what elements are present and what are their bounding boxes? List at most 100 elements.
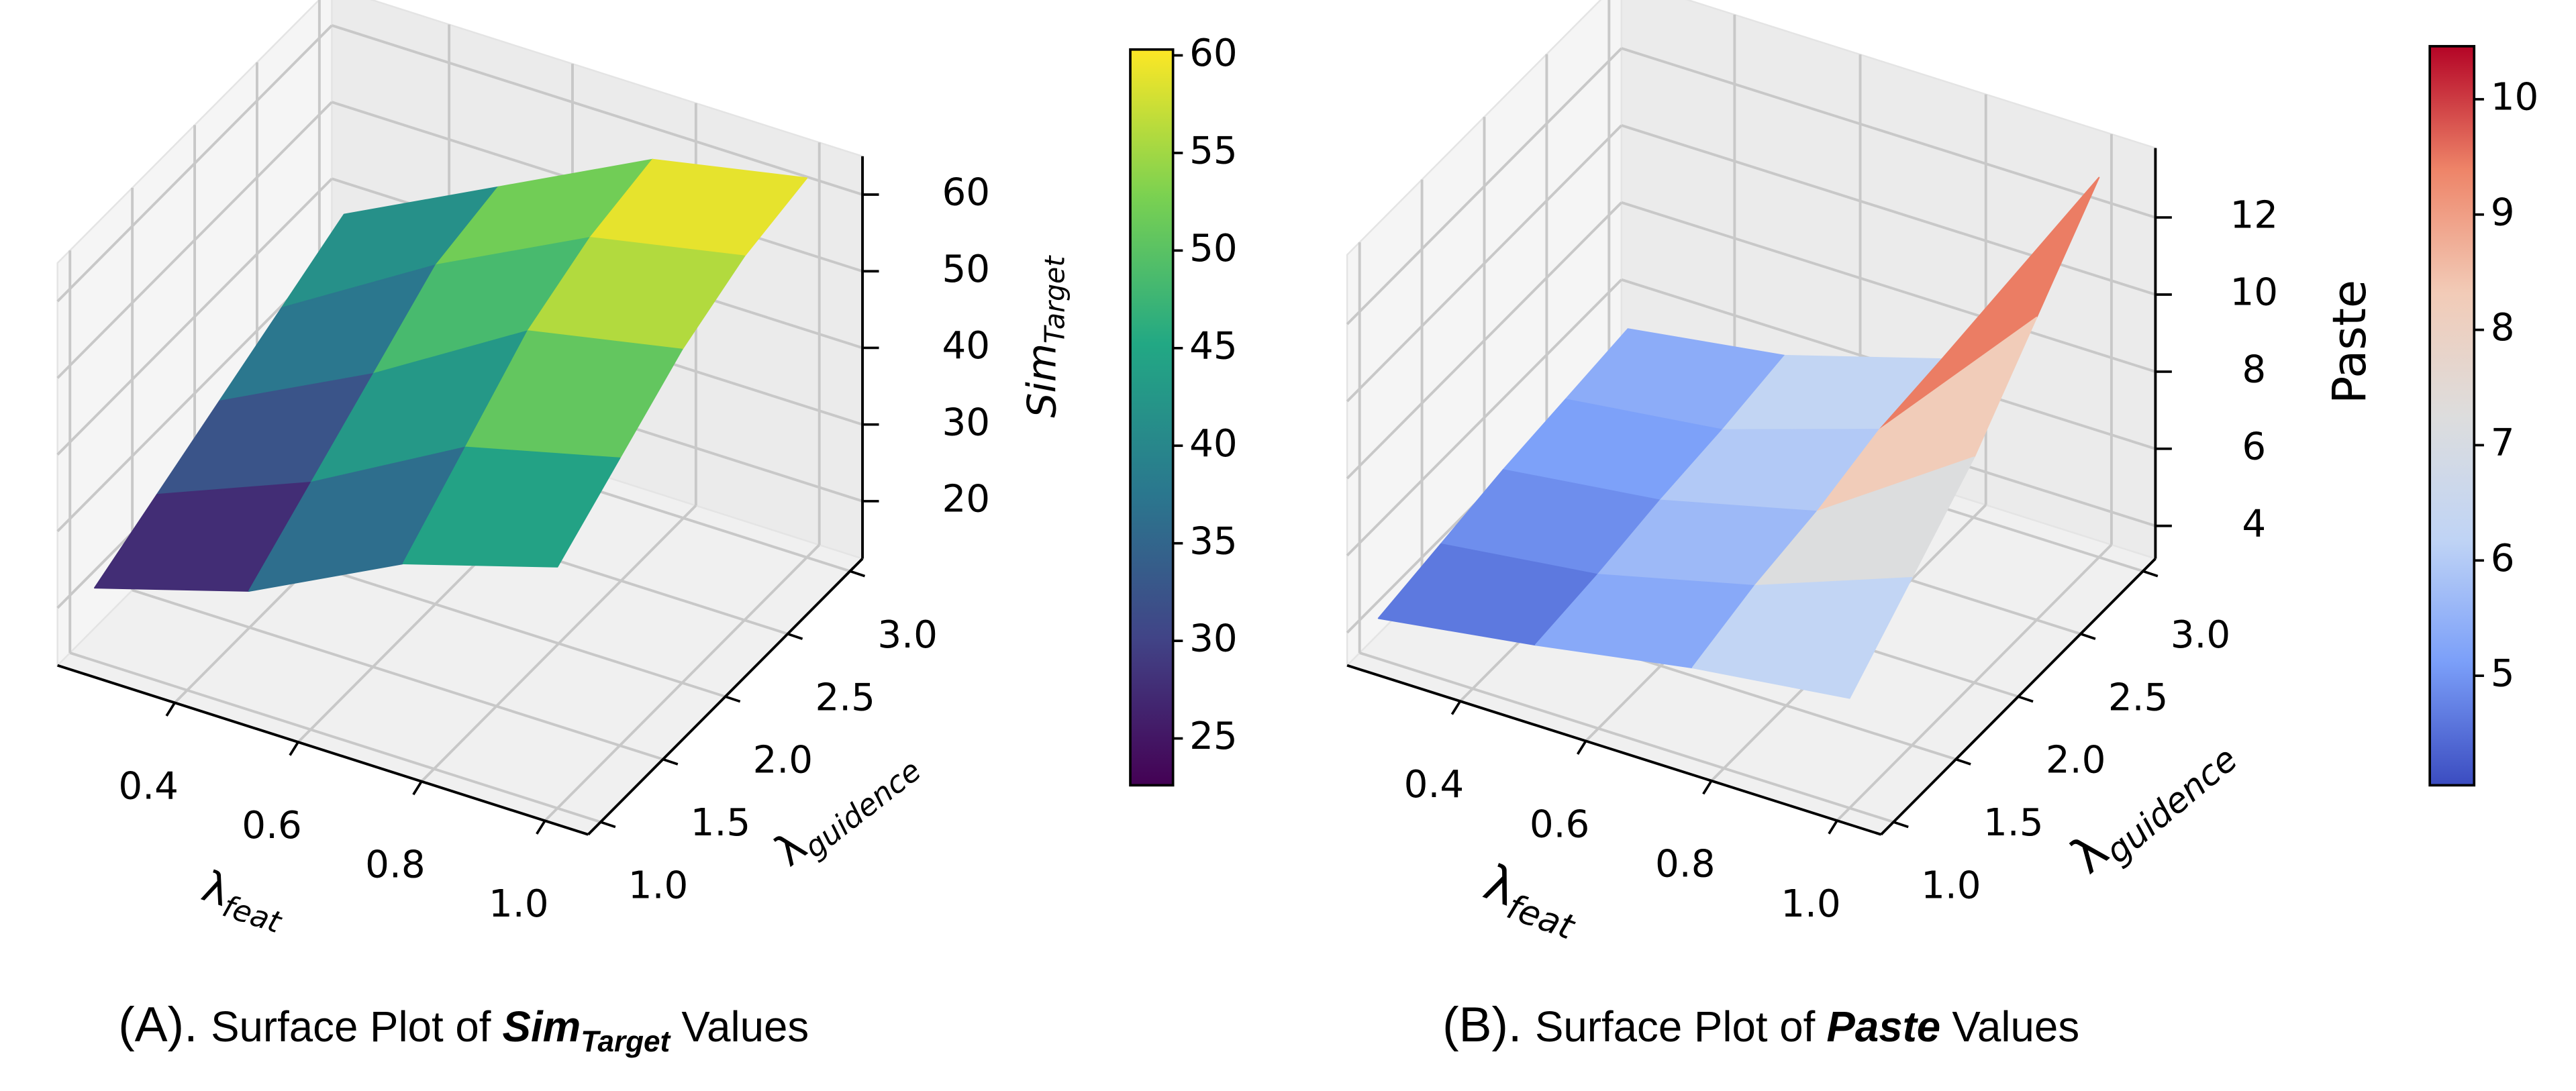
z-tick-label: 6 bbox=[2242, 425, 2266, 468]
x-tick bbox=[536, 820, 546, 835]
colorbar-tick-label: 8 bbox=[2491, 306, 2515, 350]
colorbar-tick-label: 45 bbox=[1189, 324, 1238, 368]
z-tick-label: 60 bbox=[942, 171, 990, 215]
colorbar-tick-label: 35 bbox=[1189, 519, 1238, 563]
x-axis-label-sub: feat bbox=[218, 889, 286, 941]
axis-line bbox=[1346, 664, 1882, 836]
z-axis-label: Paste bbox=[2323, 280, 2377, 404]
y-tick-label: 3.0 bbox=[2171, 613, 2231, 657]
grid-line bbox=[56, 24, 333, 303]
z-axis-label-sub: Target bbox=[1038, 255, 1071, 344]
surface-patch bbox=[1691, 576, 1913, 699]
colorbar-tick-label: 30 bbox=[1189, 617, 1238, 661]
axis-line bbox=[57, 664, 589, 836]
caption: (A). Surface Plot of SimTarget Values bbox=[118, 997, 809, 1058]
y-axis-label-sub: guidence bbox=[798, 753, 928, 865]
surface-chart: 0.40.60.81.0 1.01.52.02.53.02030405060λfe… bbox=[56, 0, 1238, 1058]
y-tick bbox=[725, 695, 741, 703]
y-tick bbox=[662, 758, 679, 766]
y-tick bbox=[2142, 570, 2159, 578]
x-tick bbox=[1450, 700, 1462, 715]
y-tick-label: 2.5 bbox=[815, 676, 875, 719]
colorbar-tick-label: 6 bbox=[2491, 537, 2515, 580]
y-tick-label: 1.5 bbox=[1983, 801, 2044, 845]
colorbar-tick-label: 55 bbox=[1189, 129, 1238, 173]
colorbar bbox=[2428, 45, 2476, 787]
y-tick bbox=[1893, 821, 1909, 829]
y-tick-label: 2.0 bbox=[753, 739, 813, 782]
caption-suffix: Values bbox=[1952, 1003, 2079, 1051]
x-tick-label: 0.6 bbox=[1530, 802, 1590, 846]
grid-line bbox=[56, 101, 333, 379]
y-tick bbox=[787, 632, 803, 640]
surface-chart: 0.40.60.81.0 1.01.52.02.53.04681012λfeatλ… bbox=[1345, 0, 2539, 1052]
caption-text: Surface Plot of bbox=[1535, 1003, 1816, 1051]
z-tick-label: 30 bbox=[942, 401, 990, 444]
z-axis-label: SimTarget bbox=[1019, 255, 1071, 418]
colorbar-tick-label: 5 bbox=[2491, 652, 2515, 696]
colorbar-tick-label: 40 bbox=[1189, 422, 1238, 466]
x-tick-label: 0.6 bbox=[242, 804, 302, 847]
z-tick-label: 40 bbox=[942, 324, 990, 368]
grid-line bbox=[1346, 278, 1623, 557]
colorbar-tick-label: 25 bbox=[1189, 715, 1238, 758]
x-tick bbox=[412, 780, 423, 796]
y-tick-label: 1.0 bbox=[1921, 864, 1981, 908]
colorbar-tick-label: 7 bbox=[2491, 421, 2515, 465]
caption-suffix: Values bbox=[681, 1003, 809, 1051]
colorbar-tick-label: 50 bbox=[1189, 227, 1238, 270]
x-tick-label: 1.0 bbox=[489, 882, 549, 926]
y-tick-label: 2.0 bbox=[2046, 739, 2106, 782]
grid-line bbox=[1621, 124, 2156, 296]
z-axis-label-main: Sim bbox=[1019, 344, 1065, 418]
x-tick-label: 0.4 bbox=[118, 764, 179, 808]
x-tick bbox=[1702, 780, 1713, 795]
x-tick bbox=[1828, 820, 1838, 835]
y-tick bbox=[849, 570, 866, 578]
colorbar bbox=[1129, 48, 1175, 787]
caption: (B). Surface Plot of Paste Values bbox=[1442, 997, 2079, 1052]
y-tick bbox=[1955, 758, 1971, 766]
x-tick-label: 0.8 bbox=[1655, 843, 1716, 886]
z-tick-label: 12 bbox=[2230, 194, 2278, 238]
colorbar-tick-label: 9 bbox=[2491, 191, 2515, 234]
caption-emph: Paste bbox=[1826, 1003, 1940, 1051]
x-tick bbox=[165, 702, 176, 717]
axis-line bbox=[587, 558, 864, 836]
caption-emph: Sim bbox=[503, 1003, 581, 1051]
caption-prefix: (B). bbox=[1442, 997, 1522, 1052]
colorbar-tick-label: 60 bbox=[1189, 32, 1238, 75]
x-tick bbox=[1576, 740, 1587, 755]
y-tick-label: 3.0 bbox=[877, 613, 938, 657]
x-tick bbox=[289, 741, 299, 756]
grid-line bbox=[69, 652, 601, 823]
grid-line bbox=[1346, 124, 1623, 403]
grid-line bbox=[1621, 201, 2156, 373]
x-axis-label: λfeat bbox=[195, 862, 293, 941]
caption-text: Surface Plot of bbox=[211, 1003, 491, 1051]
caption-prefix: (A). bbox=[118, 997, 197, 1052]
y-tick-label: 1.5 bbox=[691, 801, 751, 845]
x-tick-label: 0.4 bbox=[1404, 763, 1465, 807]
surface-patch bbox=[402, 446, 621, 568]
x-axis-label: λfeat bbox=[1474, 854, 1589, 948]
y-axis-label-sub: guidence bbox=[2098, 739, 2245, 872]
z-tick-label: 10 bbox=[2230, 271, 2278, 315]
y-tick-label: 2.5 bbox=[2108, 676, 2169, 719]
x-axis-label-sub: feat bbox=[1501, 886, 1580, 948]
grid-line bbox=[1346, 201, 1623, 480]
z-tick-label: 50 bbox=[942, 248, 990, 291]
x-tick-label: 1.0 bbox=[1781, 882, 1841, 926]
grid-line bbox=[1621, 47, 2156, 219]
y-tick-label: 1.0 bbox=[628, 864, 689, 908]
grid-line bbox=[1346, 47, 1623, 325]
grid-line bbox=[132, 588, 664, 761]
y-tick bbox=[600, 821, 616, 829]
z-tick-label: 20 bbox=[942, 478, 990, 521]
y-tick bbox=[2018, 695, 2034, 703]
grid-line bbox=[331, 24, 863, 196]
colorbar-tick-label: 10 bbox=[2491, 76, 2539, 119]
axis-line bbox=[1880, 558, 2157, 836]
grid-line bbox=[56, 177, 333, 456]
